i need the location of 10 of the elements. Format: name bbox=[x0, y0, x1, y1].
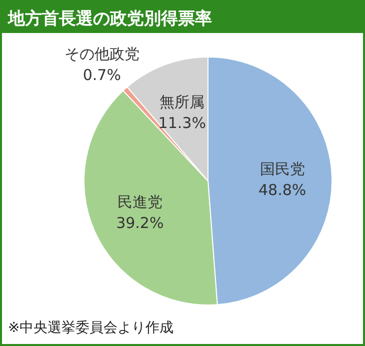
data-label: 0.7% bbox=[82, 66, 121, 84]
text: ※中央選挙委員会より作成 bbox=[8, 320, 174, 336]
slice-label: 民進党 bbox=[117, 192, 162, 211]
slice-label: 国民党 bbox=[260, 160, 305, 178]
chart-title: 地方首長選の政党別得票率 bbox=[7, 9, 212, 29]
data-label: 48.8% bbox=[258, 181, 306, 200]
slice-label: 無所属 bbox=[160, 93, 205, 112]
data-label: 39.2% bbox=[116, 214, 164, 232]
data-label: 11.3% bbox=[158, 114, 206, 132]
slice-label: その他政党 bbox=[64, 44, 140, 63]
